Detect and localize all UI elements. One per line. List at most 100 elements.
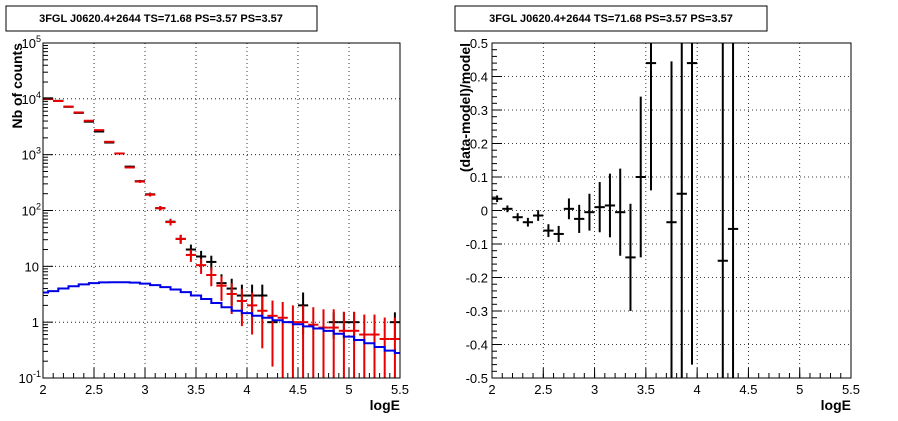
y-tick-label: 10-1 (19, 369, 41, 386)
right-title-box (454, 5, 768, 32)
y-tick-label: 0.4 (470, 70, 488, 85)
data-point (53, 99, 64, 102)
y-tick-label: 0.2 (470, 137, 488, 152)
right-chart-title: 3FGL J0620.4+2644 TS=71.68 PS=3.57 PS=3.… (489, 13, 733, 25)
x-tick-label: 5 (796, 382, 803, 397)
model-step-line (43, 281, 400, 355)
x-tick-label: 2 (488, 382, 495, 397)
data-point (492, 195, 503, 203)
left-x-tick-labels: 2 2.5 3 3.5 4 4.5 5 5.5 (39, 382, 409, 397)
y-tick-label: 102 (22, 202, 41, 219)
data-point (94, 129, 105, 132)
x-tick-label: 5.5 (391, 382, 409, 397)
y-tick-label: 1 (32, 315, 39, 330)
left-axis-ticks (42, 42, 401, 379)
data-point (625, 203, 636, 311)
x-tick-label: 5.5 (842, 382, 860, 397)
data-point (277, 301, 288, 378)
data-point (666, 61, 677, 378)
data-point (114, 152, 125, 155)
data-point (298, 305, 309, 378)
data-point (717, 43, 728, 378)
y-tick-label: -0.3 (466, 304, 488, 319)
y-tick-label: 0 (481, 204, 488, 219)
y-tick-label: -0.2 (466, 271, 488, 286)
left-series-group (43, 97, 400, 378)
data-point (257, 296, 268, 349)
data-point (645, 43, 657, 191)
data-point (308, 307, 319, 378)
data-point (635, 96, 646, 258)
y-tick-label: -0.1 (466, 237, 488, 252)
right-panel: 2 2.5 3 3.5 4 4.5 5 5.5 -0.5 -0.4 -0.3 -0.2 -0.1 0 0.… (454, 5, 860, 413)
y-tick-label: 103 (22, 146, 41, 163)
data-point (216, 276, 227, 301)
data-point (206, 267, 217, 287)
y-tick-label: -0.5 (466, 371, 488, 386)
data-point (512, 213, 523, 222)
data-point (389, 317, 400, 378)
data-point (73, 111, 84, 114)
data-point (502, 205, 513, 213)
data-point (553, 225, 564, 242)
left-grid (43, 43, 400, 378)
x-tick-label: 3 (591, 382, 598, 397)
x-tick-label: 4 (243, 382, 250, 397)
y-tick-label: 105 (22, 34, 41, 51)
x-tick-label: 4 (694, 382, 701, 397)
left-title-box (5, 5, 318, 32)
x-tick-label: 2 (39, 382, 46, 397)
data-point (175, 234, 186, 244)
y-tick-label: -0.4 (466, 338, 488, 353)
right-x-tick-labels: 2 2.5 3 3.5 4 4.5 5 5.5 (488, 382, 860, 397)
x-tick-label: 2.5 (85, 382, 103, 397)
data-point (584, 193, 595, 231)
x-tick-label: 4.5 (739, 382, 757, 397)
data-point (338, 311, 349, 378)
data-point (196, 258, 207, 274)
data-point (522, 217, 534, 227)
y-tick-label: 0.1 (470, 170, 488, 185)
x-tick-label: 5 (345, 382, 352, 397)
data-point (63, 105, 74, 108)
x-tick-label: 2.5 (534, 382, 552, 397)
data-point (604, 173, 616, 238)
data-point (574, 204, 585, 233)
x-tick-label: 3.5 (187, 382, 205, 397)
data-point (727, 43, 739, 378)
right-series-group (492, 43, 739, 378)
left-panel: 2 2.5 3 3.5 4 4.5 5 5.5 10-1 1 10 102 103 104 105 log… (5, 5, 409, 413)
data-point (615, 168, 626, 256)
y-tick-label: 0.3 (470, 103, 488, 118)
data-point (533, 210, 544, 221)
data-point (124, 166, 135, 169)
x-tick-label: 4.5 (289, 382, 307, 397)
data-point (349, 311, 360, 378)
data-point (563, 198, 575, 220)
series-0 (492, 43, 739, 378)
data-point (676, 43, 687, 378)
data-point (328, 309, 339, 378)
data-point (145, 192, 156, 197)
right-y-tick-labels: -0.5 -0.4 -0.3 -0.2 -0.1 0 0.1 0.2 0.3 0.4 0.5 (466, 36, 488, 386)
left-y-tick-labels: 10-1 1 10 102 103 104 105 (19, 34, 41, 386)
y-tick-label: 10 (25, 259, 39, 274)
data-point (359, 314, 370, 378)
left-chart-title: 3FGL J0620.4+2644 TS=71.68 PS=3.57 PS=3.… (39, 13, 283, 25)
x-tick-label: 3.5 (637, 382, 655, 397)
right-y-axis-label: (data-model)/model (457, 43, 473, 172)
data-point (134, 180, 145, 183)
right-axis-ticks (491, 42, 852, 379)
left-x-axis-label: logE (370, 397, 400, 413)
data-point (686, 43, 698, 365)
y-tick-label: 0.5 (470, 36, 488, 51)
left-y-axis-label: Nb of counts (9, 43, 25, 129)
data-point (236, 288, 247, 327)
data-point (155, 206, 166, 211)
right-x-axis-label: logE (821, 397, 851, 413)
data-point (543, 224, 554, 237)
data-point (94, 130, 105, 133)
data-point (287, 305, 298, 378)
data-point (83, 119, 94, 122)
